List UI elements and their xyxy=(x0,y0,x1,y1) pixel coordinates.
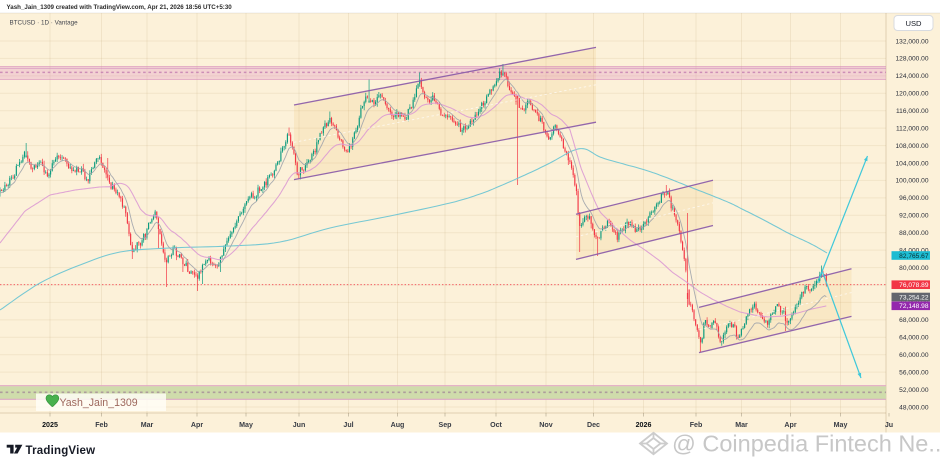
svg-text:124,000.00: 124,000.00 xyxy=(895,73,928,80)
svg-text:TradingView: TradingView xyxy=(26,445,96,457)
svg-text:88,000.00: 88,000.00 xyxy=(899,230,929,237)
svg-text:Sep: Sep xyxy=(438,421,452,429)
svg-text:100,000.00: 100,000.00 xyxy=(895,178,928,185)
svg-text:May: May xyxy=(239,421,253,429)
svg-text:May: May xyxy=(834,421,848,429)
svg-text:120,000.00: 120,000.00 xyxy=(895,91,928,98)
svg-text:Yash_Jain_1309: Yash_Jain_1309 xyxy=(60,397,138,409)
svg-text:Aug: Aug xyxy=(391,421,405,429)
svg-text:2026: 2026 xyxy=(636,421,652,429)
svg-text:Nov: Nov xyxy=(539,421,552,429)
svg-text:Ju: Ju xyxy=(885,421,893,429)
svg-text:52,000.00: 52,000.00 xyxy=(899,387,929,394)
svg-text:Oct: Oct xyxy=(490,421,502,429)
svg-text:Feb: Feb xyxy=(690,421,703,429)
svg-text:68,000.00: 68,000.00 xyxy=(899,317,929,324)
svg-text:Jun: Jun xyxy=(293,421,306,429)
svg-text:2025: 2025 xyxy=(42,421,58,429)
svg-text:72,148.98: 72,148.98 xyxy=(899,303,929,310)
svg-text:64,000.00: 64,000.00 xyxy=(899,335,929,342)
svg-text:Feb: Feb xyxy=(95,421,108,429)
svg-text:@ Coinpedia Fintech Ne...: @ Coinpedia Fintech Ne... xyxy=(672,431,940,457)
svg-text:Mar: Mar xyxy=(735,421,748,429)
svg-text:Mar: Mar xyxy=(141,421,154,429)
svg-text:80,000.00: 80,000.00 xyxy=(899,265,929,272)
svg-text:60,000.00: 60,000.00 xyxy=(899,352,929,359)
svg-text:108,000.00: 108,000.00 xyxy=(895,143,928,150)
svg-text:Jul: Jul xyxy=(343,421,353,429)
svg-text:73,254.22: 73,254.22 xyxy=(899,294,929,301)
svg-text:132,000.00: 132,000.00 xyxy=(895,38,928,45)
svg-text:128,000.00: 128,000.00 xyxy=(895,56,928,63)
svg-text:@ Coinpedia Fintech Ne...: @ Coinpedia Fintech Ne... xyxy=(673,432,940,458)
svg-text:76,078.89: 76,078.89 xyxy=(899,282,929,289)
svg-text:84,000.00: 84,000.00 xyxy=(899,247,929,254)
svg-text:96,000.00: 96,000.00 xyxy=(899,195,929,202)
svg-text:Apr: Apr xyxy=(191,421,203,429)
svg-text:BTCUSD · 1D · Vantage: BTCUSD · 1D · Vantage xyxy=(10,20,79,27)
svg-text:116,000.00: 116,000.00 xyxy=(896,108,929,115)
svg-text:112,000.00: 112,000.00 xyxy=(896,125,929,132)
svg-text:Yash_Jain_1309 created with Tr: Yash_Jain_1309 created with TradingView.… xyxy=(7,4,233,11)
svg-text:USD: USD xyxy=(905,19,922,28)
svg-text:104,000.00: 104,000.00 xyxy=(895,160,928,167)
svg-text:48,000.00: 48,000.00 xyxy=(899,404,929,411)
svg-text:56,000.00: 56,000.00 xyxy=(899,369,929,376)
svg-text:Dec: Dec xyxy=(587,421,600,429)
svg-text:92,000.00: 92,000.00 xyxy=(899,213,929,220)
svg-text:82,765.67: 82,765.67 xyxy=(899,253,929,260)
svg-text:Apr: Apr xyxy=(784,421,796,429)
